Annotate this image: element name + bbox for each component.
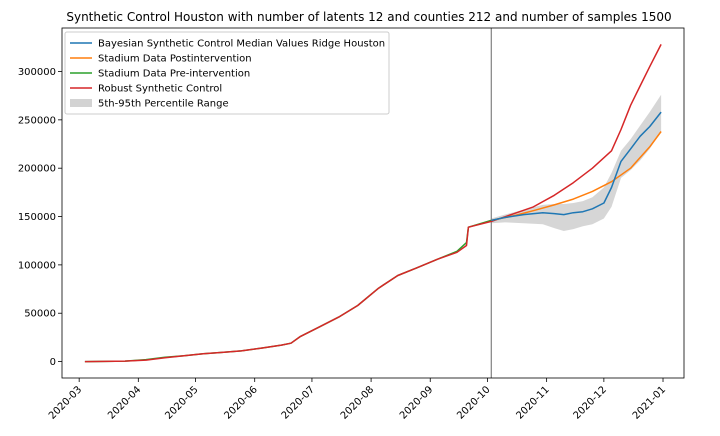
y-tick-label: 150000 bbox=[18, 212, 56, 223]
x-tick-label: 2020-09 bbox=[398, 384, 435, 421]
x-tick-label: 2020-04 bbox=[106, 384, 143, 421]
x-tick-label: 2020-12 bbox=[572, 384, 609, 421]
y-tick-label: 50000 bbox=[24, 309, 56, 320]
legend: Bayesian Synthetic Control Median Values… bbox=[64, 31, 390, 115]
x-tick-label: 2020-03 bbox=[47, 384, 84, 421]
x-tick-label: 2020-06 bbox=[222, 384, 259, 421]
y-tick-label: 0 bbox=[50, 357, 56, 368]
series-line-post bbox=[491, 131, 662, 222]
y-tick-label: 200000 bbox=[18, 164, 56, 175]
legend-label-post: Stadium Data Postintervention bbox=[98, 54, 252, 65]
legend-label-band: 5th-95th Percentile Range bbox=[98, 99, 229, 110]
series-line-robust bbox=[84, 44, 662, 363]
legend-label-robust: Robust Synthetic Control bbox=[98, 84, 222, 95]
x-tick-label: 2020-05 bbox=[163, 384, 200, 421]
x-tick-label: 2020-07 bbox=[280, 384, 317, 421]
series-line-pre bbox=[84, 219, 492, 363]
y-tick-label: 300000 bbox=[18, 67, 56, 78]
series-layer bbox=[84, 44, 662, 363]
chart-title: Synthetic Control Houston with number of… bbox=[66, 10, 671, 24]
series-line-bayesian bbox=[491, 111, 662, 222]
x-tick-label: 2020-08 bbox=[339, 384, 376, 421]
legend-label-bayesian: Bayesian Synthetic Control Median Values… bbox=[98, 39, 385, 50]
legend-swatch-band bbox=[70, 99, 92, 107]
plot-frame bbox=[61, 27, 685, 379]
legend-box bbox=[64, 31, 390, 115]
x-tick-label: 2021-01 bbox=[631, 384, 668, 421]
y-tick-label: 250000 bbox=[18, 115, 56, 126]
x-tick-label: 2020-11 bbox=[514, 384, 551, 421]
y-tick-label: 100000 bbox=[18, 260, 56, 271]
y-axis: 0 50000 100000 150000 200000 250000 300000 bbox=[18, 67, 62, 368]
x-axis: 2020-03 2020-04 2020-05 2020-06 2020-07 2020-… bbox=[47, 378, 668, 422]
x-tick-label: 2020-10 bbox=[455, 384, 492, 421]
legend-label-pre: Stadium Data Pre-intervention bbox=[98, 69, 250, 80]
